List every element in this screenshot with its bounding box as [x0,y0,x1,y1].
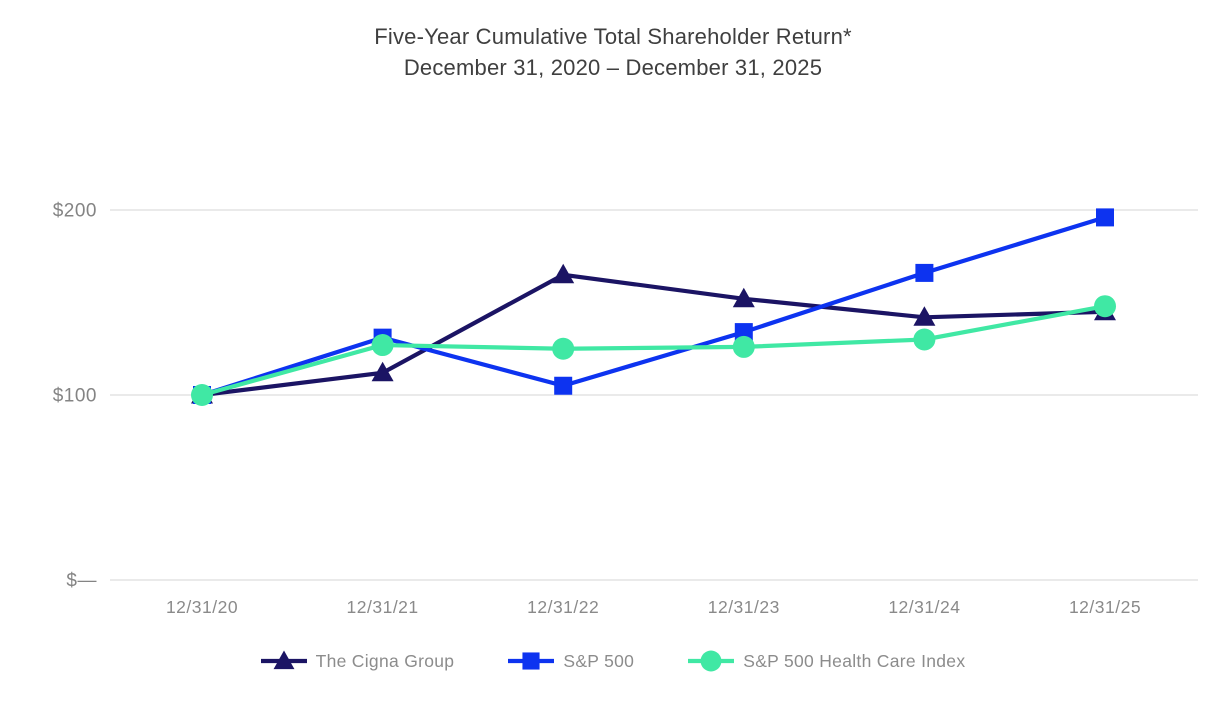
legend: The Cigna Group S&P 500 S&P 500 Health C… [0,648,1226,674]
square-marker-icon [915,263,934,282]
circle-marker-icon [913,328,936,351]
circle-marker-icon [732,335,755,358]
square-marker-icon [734,323,753,342]
series-line [201,304,1106,398]
series-line [201,272,1106,398]
circle-marker-icon [552,337,575,360]
triangle-marker-icon [913,306,936,326]
circle-marker-icon [1094,295,1116,318]
sp500-healthcare-line-marker-icon [688,650,735,672]
chart-title-line2: December 31, 2020 – December 31, 2025 [403,55,823,80]
gridlines [110,209,1198,581]
circle-marker-icon [700,650,722,672]
x-axis-tick-label: 12/31/24 [888,597,960,617]
legend-item-sp500-healthcare: S&P 500 Health Care Index [688,648,965,674]
circle-marker-icon [371,334,394,357]
x-axis-tick-label: 12/31/22 [527,597,599,617]
x-axis-tick-label: 12/31/20 [166,597,238,617]
chart-title-line1: Five-Year Cumulative Total Shareholder R… [374,24,852,49]
triangle-marker-icon [273,650,295,670]
sp500-line-marker-icon [508,652,555,670]
triangle-marker-icon [732,287,755,308]
y-axis-labels: $200 $100 $— [53,201,97,592]
y-axis-tick-label: $200 [53,201,97,222]
legend-label-cigna: The Cigna Group [315,650,455,671]
triangle-marker-icon [371,361,394,382]
x-axis-tick-label: 12/31/23 [708,597,780,617]
series-lines [191,208,1116,406]
y-axis-tick-label: $— [66,571,97,592]
square-marker-icon [1096,208,1114,227]
series-line [201,215,1106,398]
legend-item-cigna: The Cigna Group [260,648,455,674]
x-axis-labels: 12/31/20 12/31/21 12/31/22 12/31/23 12/31/24… [166,597,1141,617]
x-axis-tick-label: 12/31/25 [1069,597,1141,617]
chart-title: Five-Year Cumulative Total Shareholder R… [0,21,1226,83]
y-axis-tick-label: $100 [53,386,97,407]
legend-label-sp500-healthcare: S&P 500 Health Care Index [743,650,966,671]
circle-marker-icon [191,384,213,406]
legend-item-sp500: S&P 500 [508,648,634,674]
x-axis-tick-label: 12/31/21 [347,597,419,617]
legend-label-sp500: S&P 500 [563,650,635,671]
square-marker-icon [554,376,573,395]
cigna-line-marker-icon [260,650,307,670]
square-marker-icon [522,652,540,670]
triangle-marker-icon [552,263,575,284]
